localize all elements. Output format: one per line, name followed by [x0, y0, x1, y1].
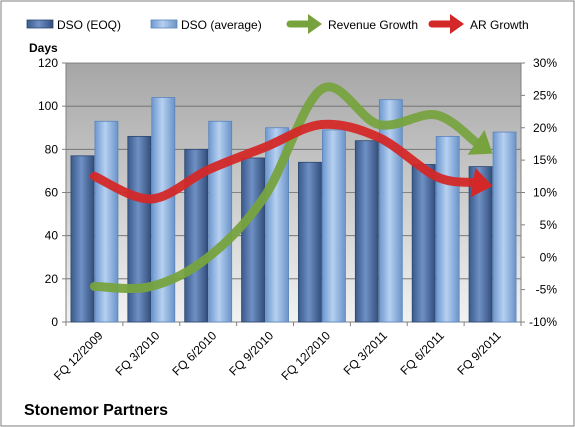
chart-title: Stonemor Partners — [24, 402, 168, 419]
ar-growth-arrowhead — [470, 167, 493, 198]
ar-growth-line — [89, 119, 478, 204]
right-tick-label: 5% — [540, 218, 558, 232]
bar-dso-average — [378, 99, 403, 323]
left-tick-label: 20 — [45, 272, 59, 286]
bar-dso-average — [151, 97, 176, 323]
revenue-growth-arrowhead — [467, 129, 493, 155]
legend-label: DSO (EOQ) — [57, 18, 121, 32]
right-tick-label: 10% — [533, 186, 557, 200]
bar-dso-eoq — [241, 157, 265, 323]
right-tick-label: -10% — [529, 315, 557, 329]
legend: DSO (EOQ) DSO (average) Revenue Growth AR G… — [26, 14, 529, 34]
revenue-growth-line — [89, 82, 481, 294]
left-axis: 0 20 40 60 80 100 120 — [38, 56, 67, 329]
bar-dso-eoq — [127, 135, 152, 323]
legend-label: Revenue Growth — [328, 18, 418, 32]
left-tick-label: 80 — [45, 142, 59, 156]
right-tick-label: 15% — [533, 153, 557, 167]
y-axis-label: Days — [29, 41, 58, 55]
bar-dso-eoq — [70, 155, 95, 323]
bar-dso-eoq — [468, 166, 493, 323]
bar-dso-eoq — [354, 140, 379, 323]
left-tick-label: 0 — [51, 315, 58, 329]
bar-dso-average — [435, 135, 460, 323]
legend-arrowhead — [450, 14, 464, 34]
bar-dso-average — [322, 129, 346, 323]
bar-dso-eoq — [411, 164, 436, 323]
legend-item-dso-eoq: DSO (EOQ) — [26, 18, 121, 32]
right-tick-label: 30% — [533, 56, 557, 70]
right-tick-label: 0% — [540, 250, 558, 264]
bar-dso-average — [208, 120, 233, 323]
left-tick-label: 120 — [38, 56, 58, 70]
right-tick-label: -5% — [536, 283, 558, 297]
legend-swatch — [26, 19, 54, 29]
right-tick-label: 20% — [533, 121, 557, 135]
legend-arrowhead — [308, 14, 322, 34]
bar-dso-eoq — [184, 148, 209, 323]
left-tick-label: 40 — [45, 229, 59, 243]
legend-label: DSO (average) — [181, 18, 262, 32]
right-axis: -10% -5% 0% 5% 10% 15% 20% 25% 30% — [520, 56, 558, 329]
line-series — [89, 82, 493, 294]
legend-label: AR Growth — [470, 18, 529, 32]
left-tick-label: 100 — [38, 99, 58, 113]
legend-item-revenue-growth: Revenue Growth — [286, 14, 418, 34]
bar-dso-average — [492, 131, 517, 323]
legend-item-ar-growth: AR Growth — [428, 14, 529, 34]
bar-dso-average — [94, 120, 119, 323]
right-tick-label: 25% — [533, 88, 557, 102]
legend-swatch — [150, 19, 178, 29]
bar-series — [70, 97, 517, 323]
left-tick-label: 60 — [45, 186, 59, 200]
bar-dso-eoq — [298, 161, 322, 323]
legend-item-dso-average: DSO (average) — [150, 18, 262, 32]
